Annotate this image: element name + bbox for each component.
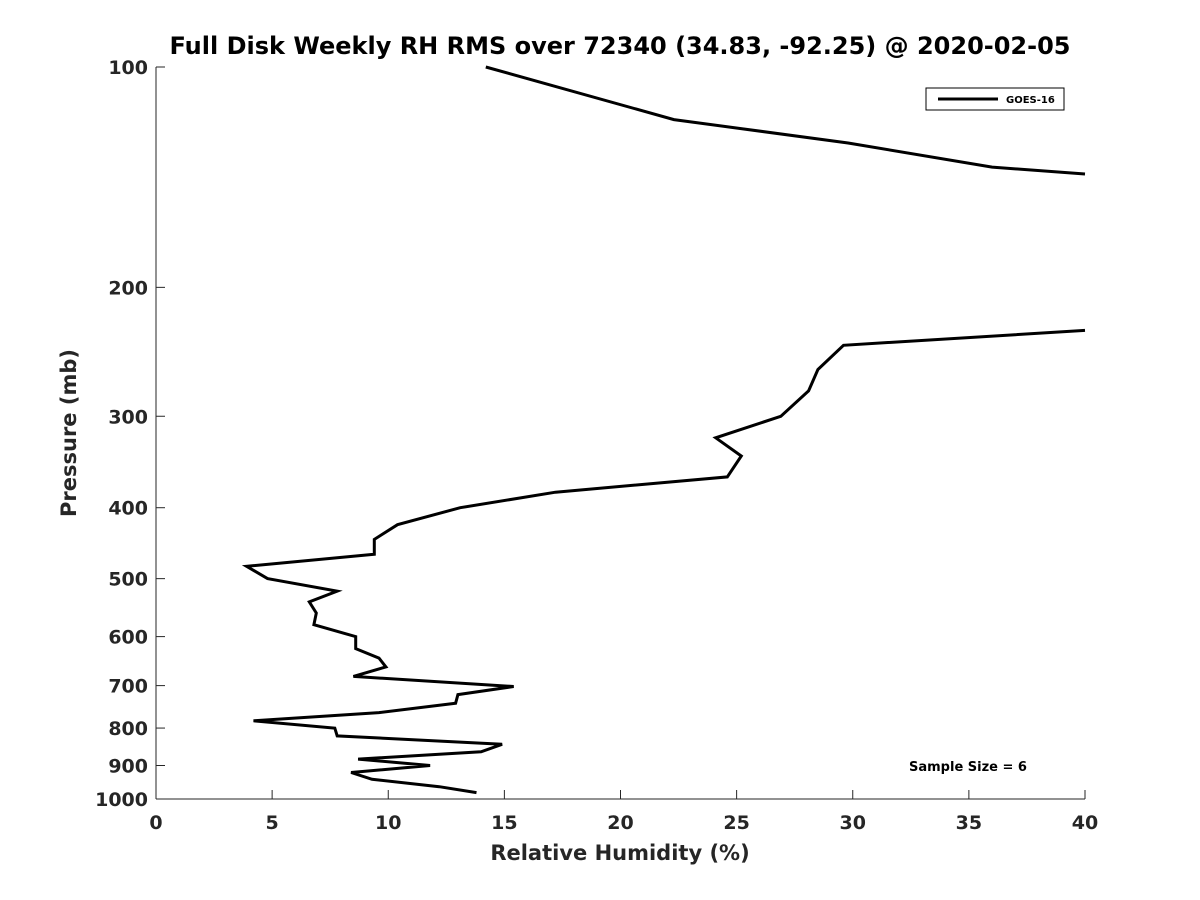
x-tick-label: 40 [1072,812,1098,834]
x-tick-label: 30 [840,812,866,834]
chart-title: Full Disk Weekly RH RMS over 72340 (34.8… [169,32,1070,60]
x-axis-ticks: 0 5 10 15 20 25 30 35 40 [149,790,1098,834]
legend: GOES-16 [925,87,1065,111]
series-line-goes16 [485,65,1086,176]
y-tick-label: 100 [108,57,148,79]
y-axis-label: Pressure (mb) [57,349,81,517]
x-tick-label: 10 [375,812,401,834]
x-tick-label: 15 [491,812,517,834]
x-axis-label: Relative Humidity (%) [490,841,749,865]
y-tick-label: 400 [108,498,148,520]
x-tick-label: 20 [607,812,633,834]
y-tick-label: 300 [108,406,148,428]
x-tick-label: 5 [266,812,279,834]
x-tick-label: 35 [956,812,982,834]
x-tick-label: 25 [723,812,749,834]
sample-size-annotation: Sample Size = 6 [909,760,1027,775]
plot-area [155,67,1085,800]
y-tick-label: 200 [108,277,148,299]
series-line-goes16 [241,328,1086,795]
y-tick-label: 1000 [95,789,148,811]
y-tick-label: 900 [108,756,148,778]
y-axis-ticks: 100 200 300 400 500 600 700 800 900 1000 [95,57,165,811]
y-tick-label: 800 [108,718,148,740]
y-tick-label: 600 [108,627,148,649]
y-tick-label: 500 [108,569,148,591]
series-layer [241,65,1086,795]
x-tick-label: 0 [149,812,162,834]
y-tick-label: 700 [108,676,148,698]
legend-entry-goes16: GOES-16 [1006,95,1055,106]
